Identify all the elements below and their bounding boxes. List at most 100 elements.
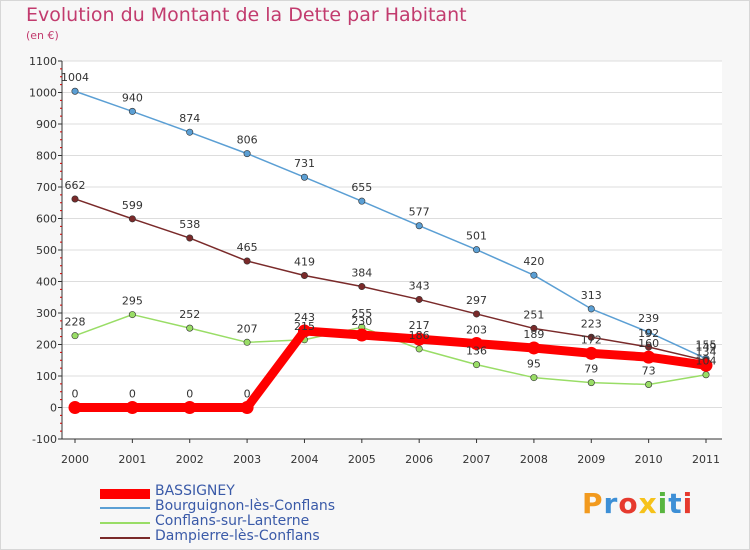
data-point	[297, 324, 311, 338]
data-point	[699, 358, 713, 372]
data-point	[358, 197, 366, 205]
y-tick-label: 600	[36, 213, 57, 226]
data-label: 419	[294, 256, 315, 269]
y-tick-label: 400	[36, 276, 57, 289]
data-label: 655	[351, 181, 372, 194]
data-point	[243, 150, 251, 158]
data-label: 217	[409, 319, 430, 332]
proxiti-logo: Proxiti	[582, 487, 693, 520]
data-point	[68, 401, 82, 414]
data-point	[530, 374, 538, 382]
data-point	[183, 401, 197, 414]
data-point	[300, 173, 308, 181]
data-point	[125, 401, 139, 414]
chart-title: Evolution du Montant de la Dette par Hab…	[26, 4, 467, 26]
logo-letter: i	[657, 487, 669, 520]
y-tick-label: 700	[36, 181, 57, 194]
logo-letter: t	[668, 487, 683, 520]
data-label: 192	[638, 327, 659, 340]
data-label: 343	[409, 279, 430, 292]
x-tick-label: 2000	[61, 453, 89, 466]
data-point	[473, 310, 481, 318]
y-tick-label: 100	[36, 370, 57, 383]
x-tick-label: 2005	[348, 453, 376, 466]
data-label: 577	[409, 206, 430, 219]
data-label: 203	[466, 324, 487, 337]
x-tick-label: 2001	[118, 453, 146, 466]
data-label: 155	[696, 339, 717, 352]
data-point	[358, 283, 366, 291]
y-tick-label: -100	[32, 433, 57, 446]
data-point	[645, 328, 653, 336]
data-label: 295	[122, 295, 143, 308]
x-axis-ticks: 2000 2001 2002 2003 2004 2005 2006 2007 2008 2009…	[61, 439, 720, 466]
data-label: 874	[179, 112, 200, 125]
data-label: 0	[186, 388, 193, 401]
y-tick-label: 900	[36, 118, 57, 131]
data-label: 134	[696, 345, 717, 358]
legend-swatch	[100, 489, 150, 499]
grid-lines	[62, 60, 722, 440]
legend-swatch	[100, 537, 150, 539]
data-point	[128, 215, 136, 223]
logo-letter: o	[618, 487, 639, 520]
data-label: 215	[294, 320, 315, 333]
data-label: 501	[466, 230, 487, 243]
data-point	[243, 338, 251, 346]
data-label: 149	[696, 341, 717, 354]
data-point	[584, 346, 598, 360]
data-point	[587, 379, 595, 387]
logo-letter: r	[603, 487, 619, 520]
data-label: 538	[179, 218, 200, 231]
data-label: 136	[466, 345, 487, 358]
x-tick-label: 2007	[463, 453, 491, 466]
data-label: 160	[638, 337, 659, 350]
legend-swatch	[100, 507, 150, 509]
logo-letter: P	[582, 487, 604, 520]
data-label: 465	[237, 241, 258, 254]
data-label: 172	[581, 333, 602, 346]
chart-unit-label: (en €)	[26, 29, 59, 42]
data-point	[530, 271, 538, 279]
series-line-dampierre-l-s-conflans	[74, 198, 707, 362]
data-label: 223	[581, 317, 602, 330]
y-tick-label: 800	[36, 150, 57, 163]
logo-letter: x	[638, 487, 658, 520]
x-tick-label: 2011	[692, 453, 720, 466]
data-labels: 0 0 0 0 243 230 217 203 189 172 160 134 1004 940 874 80…	[61, 71, 717, 400]
logo-letter: i	[682, 487, 694, 520]
data-label: 255	[351, 307, 372, 320]
data-point	[702, 371, 710, 379]
data-label: 1004	[61, 71, 89, 84]
data-point	[415, 295, 423, 303]
data-point	[71, 332, 79, 340]
data-point	[243, 257, 251, 265]
data-point	[415, 222, 423, 230]
data-point	[645, 381, 653, 389]
data-point	[642, 350, 656, 364]
data-point	[415, 345, 423, 353]
data-label: 251	[523, 308, 544, 321]
x-tick-label: 2003	[233, 453, 261, 466]
data-label: 806	[237, 134, 258, 147]
data-label: 662	[65, 179, 86, 192]
data-label: 599	[122, 199, 143, 212]
data-point	[473, 361, 481, 369]
data-label: 252	[179, 308, 200, 321]
data-label: 313	[581, 289, 602, 302]
data-point	[355, 328, 369, 342]
data-point	[71, 195, 79, 203]
data-label: 297	[466, 294, 487, 307]
series-line-bourguignon-l-s-conflans	[74, 90, 707, 360]
data-label: 243	[294, 311, 315, 324]
x-tick-label: 2008	[520, 453, 548, 466]
legend-label: Dampierre-lès-Conflans	[155, 528, 320, 544]
x-tick-label: 2004	[290, 453, 318, 466]
data-label: 731	[294, 157, 315, 170]
data-point	[527, 341, 541, 355]
series-group	[68, 87, 713, 414]
x-tick-label: 2010	[635, 453, 663, 466]
data-label: 228	[65, 316, 86, 329]
legend-swatch	[100, 522, 150, 524]
x-tick-label: 2009	[577, 453, 605, 466]
